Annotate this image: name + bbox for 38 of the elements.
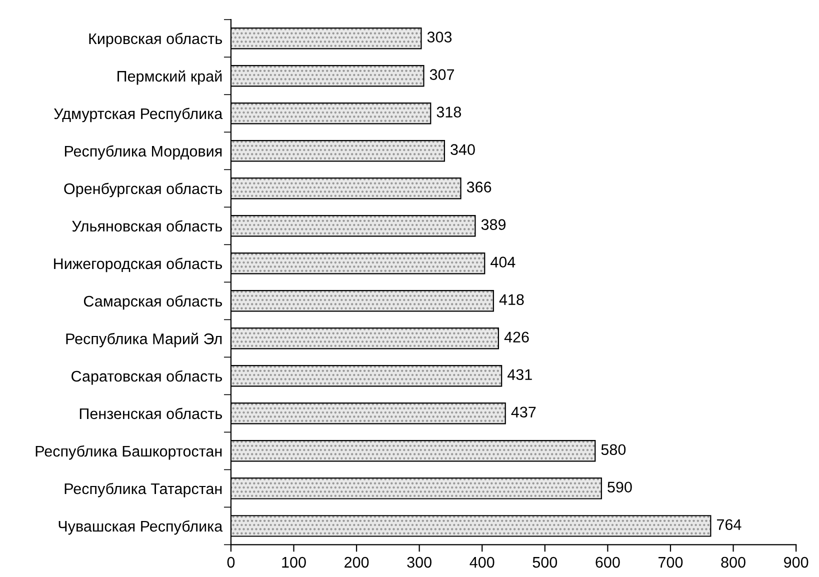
data-label: 318	[436, 106, 462, 118]
y-tick-label: Нижегородская область	[54, 258, 222, 272]
data-label: 590	[608, 482, 632, 493]
y-tick-label: Республика Татарстан	[64, 482, 222, 498]
y-tick-label: Удмуртская Республика	[54, 108, 223, 122]
data-label: 418	[499, 294, 524, 306]
data-label: 303	[427, 32, 452, 42]
y-tick-label: Пермский край	[118, 70, 222, 85]
data-label: 340	[450, 144, 475, 155]
x-tick-label: 300	[407, 556, 432, 568]
y-tick-label: Саратовская область	[72, 370, 222, 385]
data-label: 389	[481, 219, 506, 230]
data-label: 307	[430, 69, 454, 80]
x-tick-label: 600	[596, 556, 620, 568]
data-label: 437	[511, 406, 536, 418]
y-tick-label: Республика Мордовия	[64, 145, 222, 160]
y-tick-label: Оренбургская область	[64, 182, 222, 198]
x-tick-label: 800	[721, 556, 746, 568]
x-tick-label: 100	[282, 556, 306, 568]
data-label: 580	[601, 444, 626, 456]
y-tick-label: Самарская область	[84, 295, 222, 310]
data-label: 404	[490, 256, 516, 268]
x-tick-label: 200	[344, 556, 369, 568]
x-tick-label: 400	[470, 556, 494, 568]
y-tick-label: Чувашская Республика	[58, 520, 223, 535]
data-label: 431	[507, 369, 532, 380]
data-label: 426	[504, 332, 529, 343]
y-tick-label: Республика Марий Эл	[66, 332, 222, 348]
data-label: 366	[466, 182, 492, 192]
y-tick-label: Ульяновская область	[72, 220, 222, 232]
y-tick-label: Пензенская область	[80, 408, 222, 420]
x-tick-label: 700	[658, 556, 683, 568]
x-tick-label: 500	[532, 556, 558, 568]
x-tick-label: 0	[227, 556, 235, 568]
data-label: 764	[717, 519, 742, 530]
y-tick-label: Республика Башкортостан	[36, 445, 222, 460]
x-tick-label: 900	[784, 556, 808, 568]
y-tick-label: Кировская область	[89, 32, 222, 48]
